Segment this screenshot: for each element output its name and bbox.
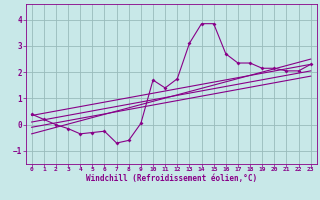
X-axis label: Windchill (Refroidissement éolien,°C): Windchill (Refroidissement éolien,°C) <box>86 174 257 183</box>
